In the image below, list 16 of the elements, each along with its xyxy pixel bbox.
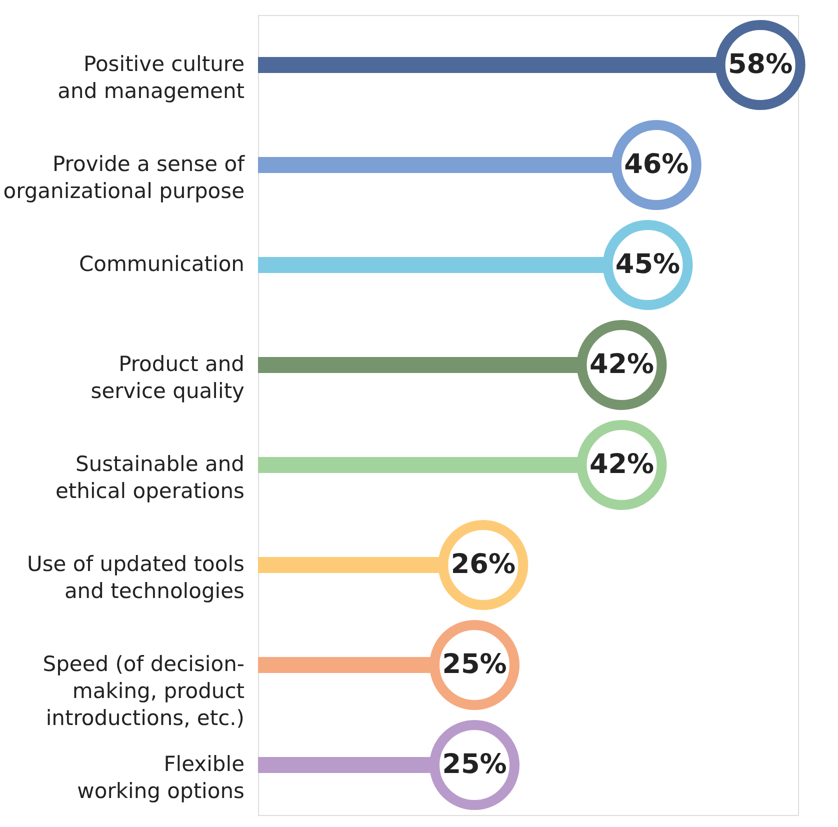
data-label: 26% [450, 549, 516, 580]
data-label: 25% [442, 749, 507, 780]
y-tick-label: Sustainable and ethical operations [56, 452, 244, 503]
y-tick-label: Positive culture and management [58, 52, 244, 103]
data-label: 58% [728, 49, 793, 80]
y-tick-label: Product and service quality [90, 352, 244, 403]
y-tick-label: Flexible working options [77, 752, 244, 803]
y-tick-label: Provide a sense of organizational purpose [3, 152, 246, 203]
y-tick-label: Communication [78, 252, 244, 276]
data-label: 46% [624, 149, 689, 180]
data-label: 42% [589, 349, 654, 380]
data-label: 42% [589, 449, 654, 480]
data-label: 25% [442, 649, 507, 680]
y-tick-label: Use of updated tools and technologies [26, 552, 244, 603]
data-label: 45% [615, 249, 680, 280]
y-tick-label: Speed (of decision- making, product introductions, etc.) [42, 652, 244, 730]
